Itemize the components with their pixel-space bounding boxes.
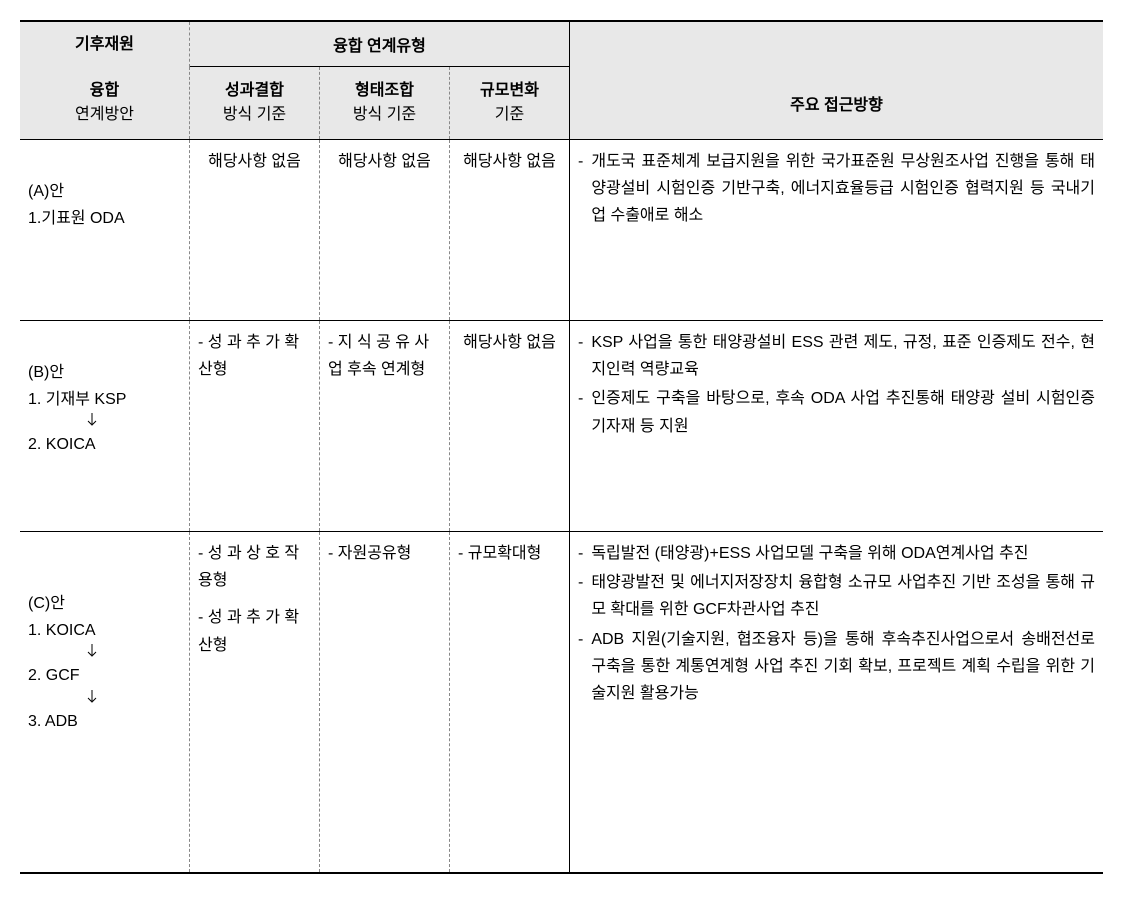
row-a-plan-item1: 1.기표원 ODA <box>28 205 181 232</box>
row-c-plan: (C)안 1. KOICA 2. GCF 3. ADB <box>20 532 190 872</box>
row-c-approach1: 독립발전 (태양광)+ESS 사업모델 구축을 위해 ODA연계사업 추진 <box>591 540 1095 567</box>
row-c-col4: - 규모확대형 <box>450 532 570 872</box>
table-row-c: (C)안 1. KOICA 2. GCF 3. ADB <box>20 532 1103 872</box>
header-row-2: 융합 연계방안 성과결합 방식 기준 형태조합 방식 기준 규모변화 기준 주요… <box>20 67 1103 140</box>
header-col1-line3: 연계방안 <box>75 103 134 127</box>
row-b-plan: (B)안 1. 기재부 KSP 2. KOICA <box>20 321 190 531</box>
row-a-col2: 해당사항 없음 <box>190 140 320 320</box>
row-c-plan-item1: 1. KOICA <box>28 617 181 644</box>
row-b-col2-item1: - 성 과 추 가 확산형 <box>198 329 311 383</box>
row-c-plan-label: (C)안 <box>28 590 181 617</box>
row-c-col2-item1: - 성 과 상 호 작용형 <box>198 540 311 594</box>
bullet-icon: - <box>578 540 591 567</box>
row-b-plan-item2: 2. KOICA <box>28 431 181 458</box>
header-col1-line2: 융합 <box>90 79 119 103</box>
row-b-approach1: KSP 사업을 통한 태양광설비 ESS 관련 제도, 규정, 표준 인증제도 … <box>591 329 1095 383</box>
row-c-plan-item2: 2. GCF <box>28 662 181 689</box>
row-a-col3: 해당사항 없음 <box>320 140 450 320</box>
header-col234-merged: 융합 연계유형 <box>190 22 570 67</box>
header-col5-top <box>570 22 1103 67</box>
header-row-1: 기후재원 융합 연계유형 <box>20 22 1103 68</box>
bullet-icon: - <box>578 569 591 623</box>
table-container: 기후재원 융합 연계유형 융합 연계방안 성과결합 방식 기준 형태조합 방식 … <box>20 20 1103 874</box>
table-row-a: (A)안 1.기표원 ODA 해당사항 없음 해당사항 없음 해당사항 없음 -… <box>20 140 1103 321</box>
header-col3-line1: 형태조합 <box>355 79 414 103</box>
row-b-col4: 해당사항 없음 <box>450 321 570 531</box>
header-col2: 성과결합 방식 기준 <box>190 67 320 139</box>
row-b-plan-item1: 1. 기재부 KSP <box>28 386 181 413</box>
header-col2-line2: 방식 기준 <box>223 103 286 127</box>
row-c-col3: - 자원공유형 <box>320 532 450 872</box>
row-a-approach1: 개도국 표준체계 보급지원을 위한 국가표준원 무상원조사업 진행을 통해 태양… <box>591 148 1095 230</box>
arrow-down-icon <box>28 413 181 431</box>
header-col3: 형태조합 방식 기준 <box>320 67 450 139</box>
header-col1-line1: 기후재원 <box>75 33 134 57</box>
header-col3-line2: 방식 기준 <box>353 103 416 127</box>
row-b-approach: - KSP 사업을 통한 태양광설비 ESS 관련 제도, 규정, 표준 인증제… <box>570 321 1103 531</box>
header-col5: 주요 접근방향 <box>570 67 1103 139</box>
row-b-col3: - 지 식 공 유 사업 후속 연계형 <box>320 321 450 531</box>
row-c-approach2: 태양광발전 및 에너지저장장치 융합형 소규모 사업추진 기반 조성을 통해 규… <box>591 569 1095 623</box>
header-col4: 규모변화 기준 <box>450 67 570 139</box>
arrow-down-icon <box>28 644 181 662</box>
row-b-col2: - 성 과 추 가 확산형 <box>190 321 320 531</box>
row-a-approach: - 개도국 표준체계 보급지원을 위한 국가표준원 무상원조사업 진행을 통해 … <box>570 140 1103 320</box>
table-row-b: (B)안 1. 기재부 KSP 2. KOICA - 성 과 추 가 확산형 -… <box>20 321 1103 532</box>
header-col1: 기후재원 <box>20 22 190 67</box>
row-c-plan-item3: 3. ADB <box>28 708 181 735</box>
row-b-approach2: 인증제도 구축을 바탕으로, 후속 ODA 사업 추진통해 태양광 설비 시험인… <box>591 385 1095 439</box>
row-a-plan: (A)안 1.기표원 ODA <box>20 140 190 320</box>
header-col4-line2: 기준 <box>495 103 524 127</box>
bullet-icon: - <box>578 148 591 230</box>
row-c-col2: - 성 과 상 호 작용형 - 성 과 추 가 확산형 <box>190 532 320 872</box>
bullet-icon: - <box>578 329 591 383</box>
row-c-approach: - 독립발전 (태양광)+ESS 사업모델 구축을 위해 ODA연계사업 추진 … <box>570 532 1103 872</box>
arrow-down-icon <box>28 690 181 708</box>
header-col2-line1: 성과결합 <box>225 79 284 103</box>
row-c-approach3: ADB 지원(기술지원, 협조융자 등)을 통해 후속추진사업으로서 송배전선로… <box>591 626 1095 708</box>
row-b-plan-label: (B)안 <box>28 359 181 386</box>
bullet-icon: - <box>578 385 591 439</box>
header-col1-bottom: 융합 연계방안 <box>20 67 190 139</box>
header-col4-line1: 규모변화 <box>480 79 539 103</box>
row-c-col4-item1: - 규모확대형 <box>458 540 561 567</box>
row-a-plan-label: (A)안 <box>28 178 181 205</box>
row-a-col4: 해당사항 없음 <box>450 140 570 320</box>
bullet-icon: - <box>578 626 591 708</box>
row-c-col3-item1: - 자원공유형 <box>328 540 441 567</box>
row-b-col3-item1: - 지 식 공 유 사업 후속 연계형 <box>328 329 441 383</box>
row-c-col2-item2: - 성 과 추 가 확산형 <box>198 604 311 658</box>
